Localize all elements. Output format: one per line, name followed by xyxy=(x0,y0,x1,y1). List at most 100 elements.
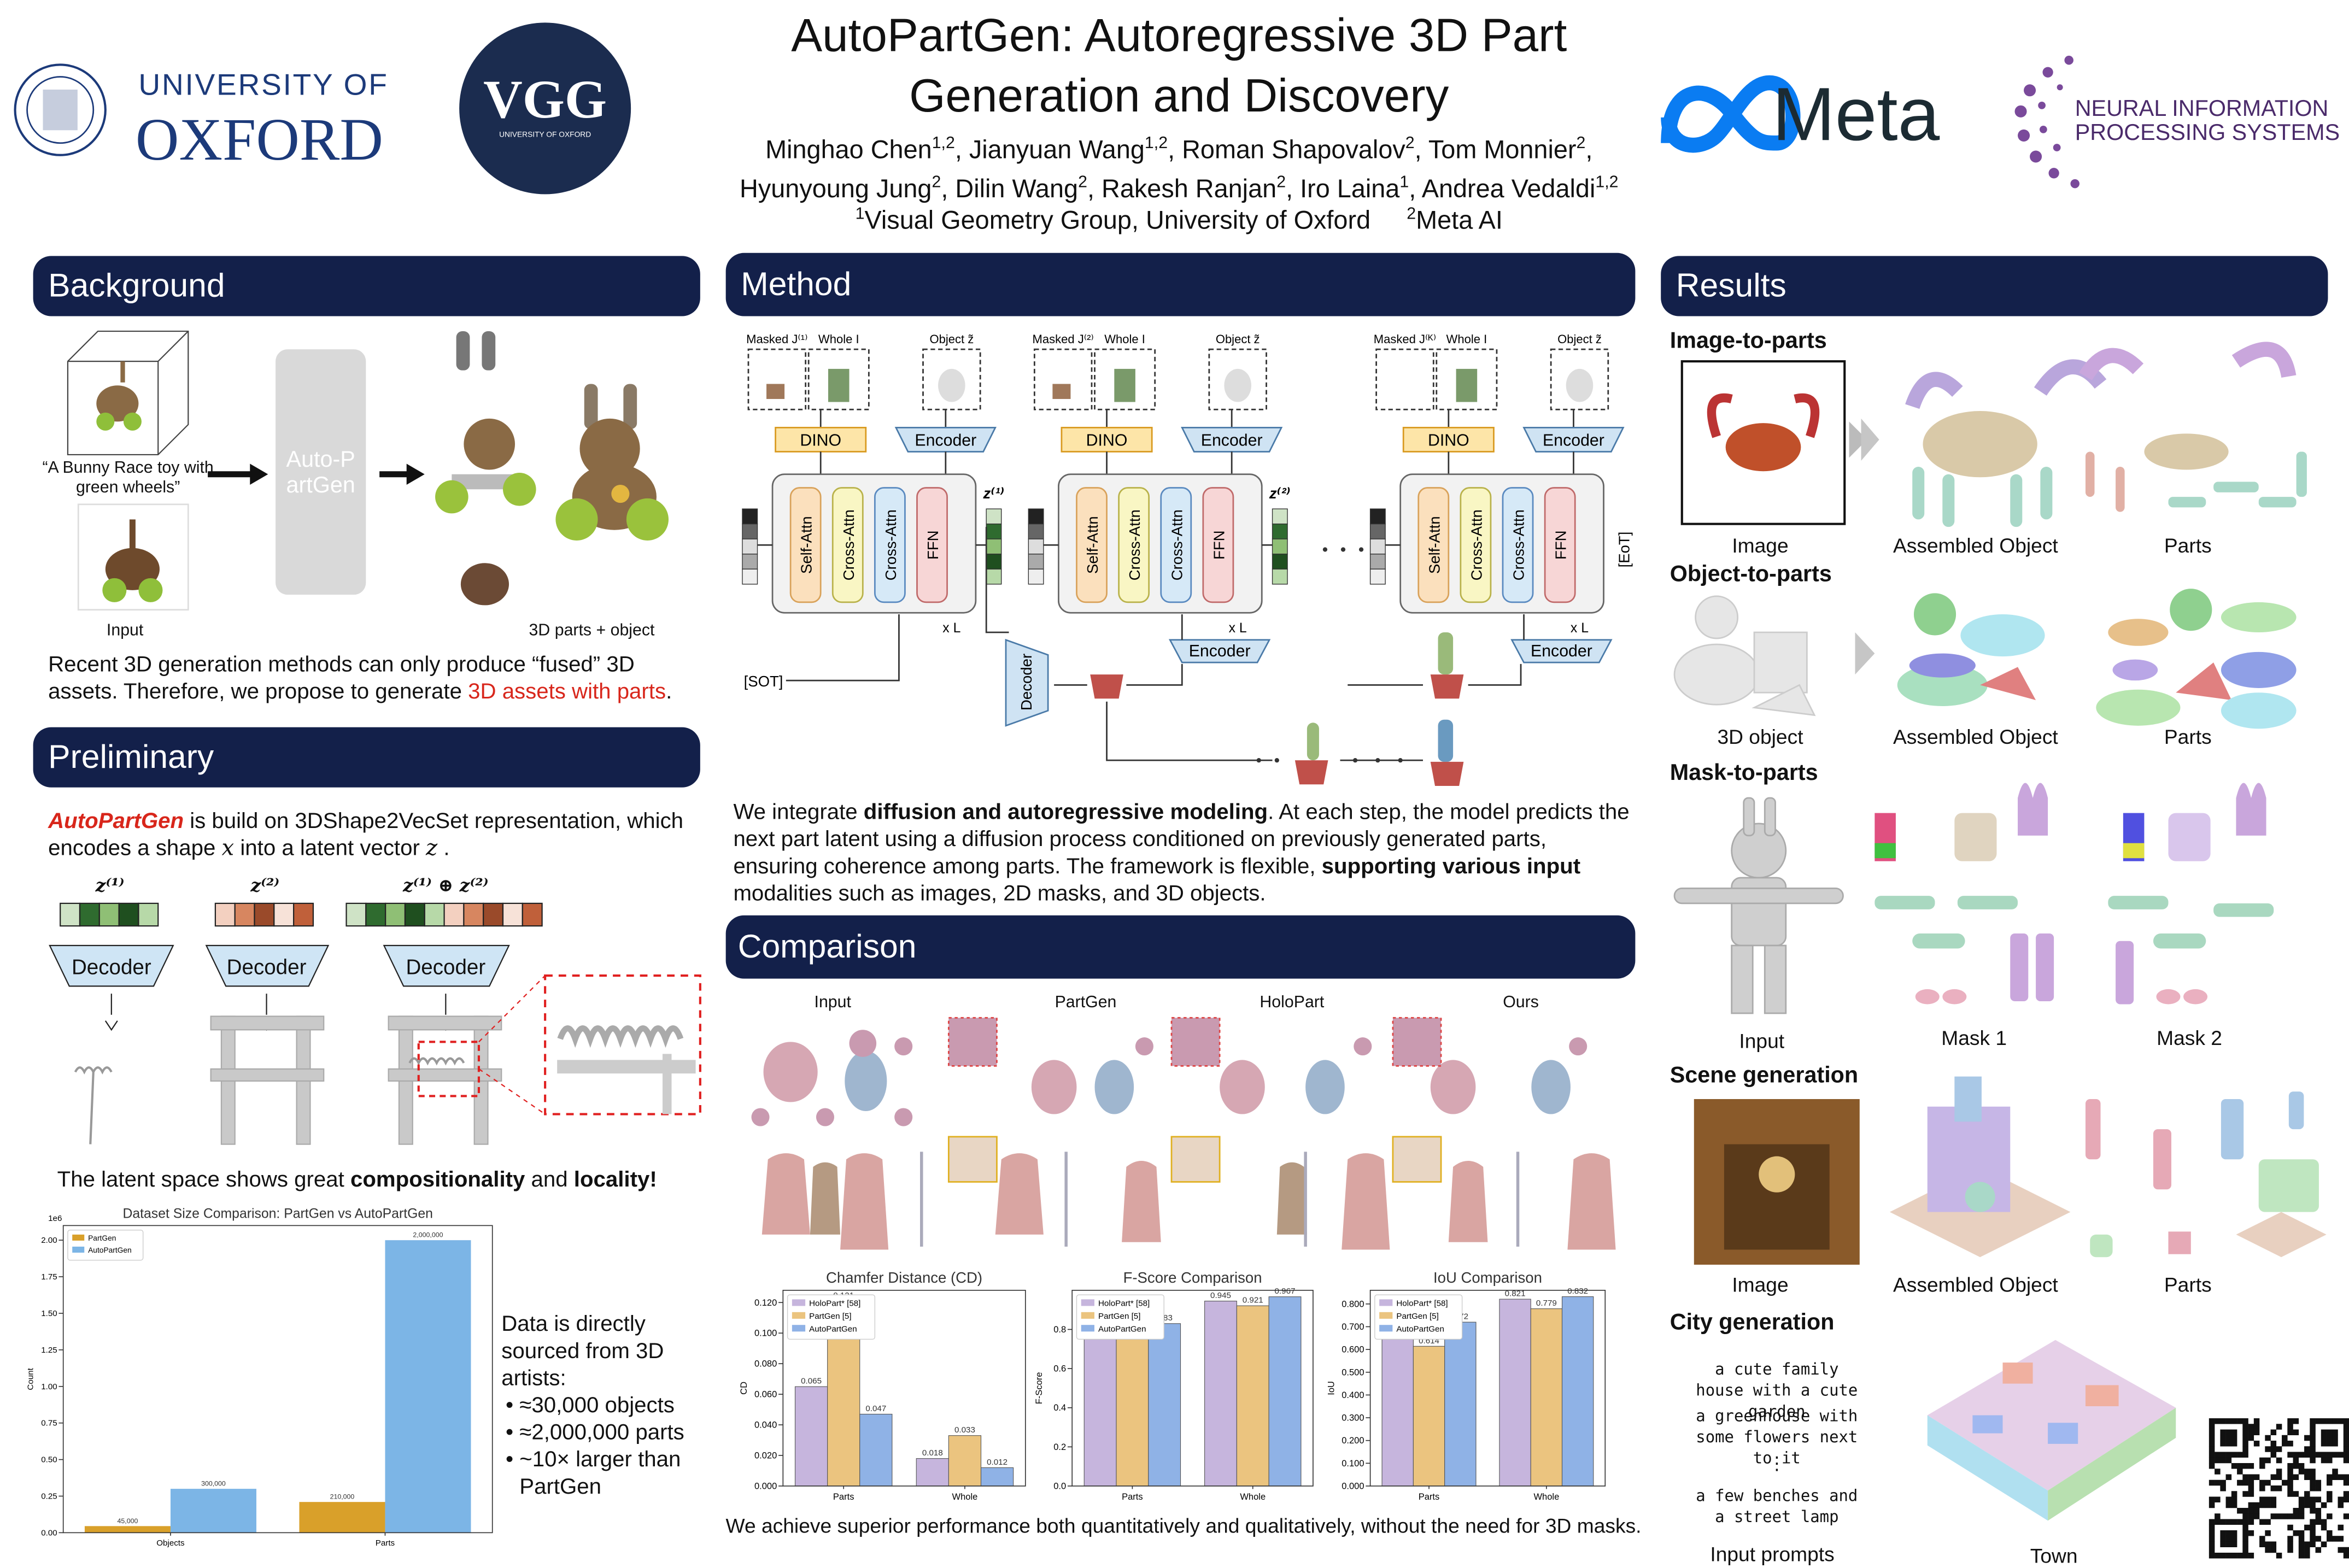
y-tick-label: 1.00 xyxy=(41,1382,57,1391)
author-affiliation-mark: 2 xyxy=(1078,174,1087,192)
author: Rakesh Ranjan2 xyxy=(1102,174,1300,204)
diagram-shape xyxy=(789,487,822,603)
author: Tom Monnier2 xyxy=(1428,134,1593,163)
text-run: locality! xyxy=(573,1168,657,1193)
plot-frame xyxy=(1369,1290,1606,1487)
diagram-shape xyxy=(1352,758,1358,763)
poster-title: AutoPartGen: Autoregressive 3D Part Gene… xyxy=(791,9,1567,122)
column-label: Ours xyxy=(1503,994,1539,1012)
qr-module xyxy=(2242,1452,2248,1458)
text-run: 3D assets with parts xyxy=(468,680,666,705)
legend-label: HoloPart* [58] xyxy=(1098,1299,1150,1308)
qr-module xyxy=(2220,1552,2226,1559)
qr-module xyxy=(2231,1552,2237,1559)
y-tick-label: 0.6 xyxy=(1053,1364,1066,1374)
qr-module xyxy=(2298,1541,2305,1547)
y-tick-label: 0.080 xyxy=(754,1359,777,1369)
qr-module xyxy=(2248,1485,2254,1491)
author: Iro Laina1 xyxy=(1300,174,1422,204)
qr-module xyxy=(2220,1452,2226,1458)
qr-module xyxy=(2343,1474,2349,1481)
qr-module xyxy=(2327,1513,2333,1519)
y-tick-label: 0.400 xyxy=(1342,1390,1364,1400)
legend-label: AutoPartGen xyxy=(809,1324,857,1334)
diagram-shape xyxy=(1417,487,1450,603)
qr-module xyxy=(2265,1435,2271,1441)
diagram-label: Self-Attn xyxy=(798,516,815,574)
qr-module xyxy=(2293,1530,2299,1536)
x-tick-label: Parts xyxy=(376,1538,395,1548)
bar xyxy=(1116,1331,1149,1487)
qr-module xyxy=(2276,1457,2282,1464)
y-axis-label: F-Score xyxy=(1034,1372,1044,1405)
diagram-shape xyxy=(922,348,981,410)
author-affiliation-mark: 2 xyxy=(1576,134,1586,152)
qr-module xyxy=(2310,1474,2316,1481)
author-affiliation-mark: 1,2 xyxy=(1595,174,1619,192)
text-run: is build on 3DShape2VecSet representatio… xyxy=(48,810,684,861)
qr-module xyxy=(2265,1541,2271,1547)
neurips-logo-line: PROCESSING SYSTEMS xyxy=(2075,120,2340,146)
preliminary-figure xyxy=(49,902,701,1145)
diagram-shape xyxy=(742,554,758,570)
text-run: AutoPartGen xyxy=(48,810,184,835)
bar xyxy=(1204,1301,1237,1487)
qr-module xyxy=(2338,1496,2344,1503)
bar xyxy=(948,1435,982,1487)
diagram-shape xyxy=(1369,554,1386,570)
legend-label: HoloPart* [58] xyxy=(809,1299,860,1308)
author-affiliation-mark: 1 xyxy=(1399,174,1409,192)
qr-module xyxy=(2248,1474,2254,1481)
comparison-footer: We achieve superior performance both qua… xyxy=(725,1514,1642,1537)
qr-module xyxy=(2242,1435,2248,1441)
diagram-shape xyxy=(894,426,997,453)
qr-module xyxy=(2310,1418,2316,1424)
y-axis-label: CD xyxy=(739,1382,749,1395)
legend-box xyxy=(1374,1294,1463,1340)
qr-code xyxy=(2209,1418,2349,1559)
author-affiliation-mark: 2 xyxy=(1405,134,1415,152)
diagram-label: z⁽¹⁾ xyxy=(983,485,1005,502)
qr-module xyxy=(2209,1524,2215,1531)
qr-module xyxy=(2343,1479,2349,1486)
qr-module xyxy=(2242,1446,2248,1452)
qr-module xyxy=(2315,1496,2322,1503)
diagram-shape xyxy=(985,527,1009,633)
prompt-text: “A Bunny Race toy with green wheels” xyxy=(42,459,214,497)
cd-chart: Chamfer Distance (CD) CD 0.000 0.020 0.040 0.… xyxy=(739,1269,1026,1502)
qr-module xyxy=(2343,1547,2349,1553)
qr-module xyxy=(2327,1530,2333,1536)
vgg-logo-text: VGG xyxy=(483,69,607,130)
y-tick-label: 0.100 xyxy=(754,1328,777,1338)
bar xyxy=(299,1502,385,1533)
diagram-label: Masked J⁽²⁾ xyxy=(1033,332,1094,346)
figure-label: Input xyxy=(106,621,144,640)
legend-swatch xyxy=(1081,1299,1094,1306)
bar xyxy=(1444,1322,1477,1487)
qr-module xyxy=(2253,1424,2260,1430)
qr-module xyxy=(2343,1429,2349,1436)
y-tick-label: 1.25 xyxy=(41,1346,57,1355)
qr-module xyxy=(2287,1541,2293,1547)
qr-module xyxy=(2259,1541,2265,1547)
diagram-label: Encoder xyxy=(1543,431,1604,449)
diagram-shape xyxy=(1208,348,1267,410)
qr-module xyxy=(2298,1513,2305,1519)
qr-module xyxy=(2237,1552,2243,1559)
qr-module xyxy=(2315,1536,2322,1542)
affiliation: 1Visual Geometry Group, University of Ox… xyxy=(856,205,1371,234)
qr-module xyxy=(2304,1435,2310,1441)
value-label: 0.945 xyxy=(1210,1291,1231,1300)
qr-module xyxy=(2209,1496,2215,1503)
qr-module xyxy=(2259,1479,2265,1486)
diagram-label: x L xyxy=(942,621,960,636)
qr-module xyxy=(2276,1446,2282,1452)
y-tick-label: 0.040 xyxy=(754,1420,777,1430)
qr-module xyxy=(2321,1441,2327,1447)
qr-module xyxy=(2338,1524,2344,1531)
latent-label: z⁽²⁾ xyxy=(250,874,280,896)
latent-label: z⁽¹⁾ xyxy=(95,874,125,896)
qr-module xyxy=(2248,1429,2254,1436)
qr-module xyxy=(2270,1452,2277,1458)
